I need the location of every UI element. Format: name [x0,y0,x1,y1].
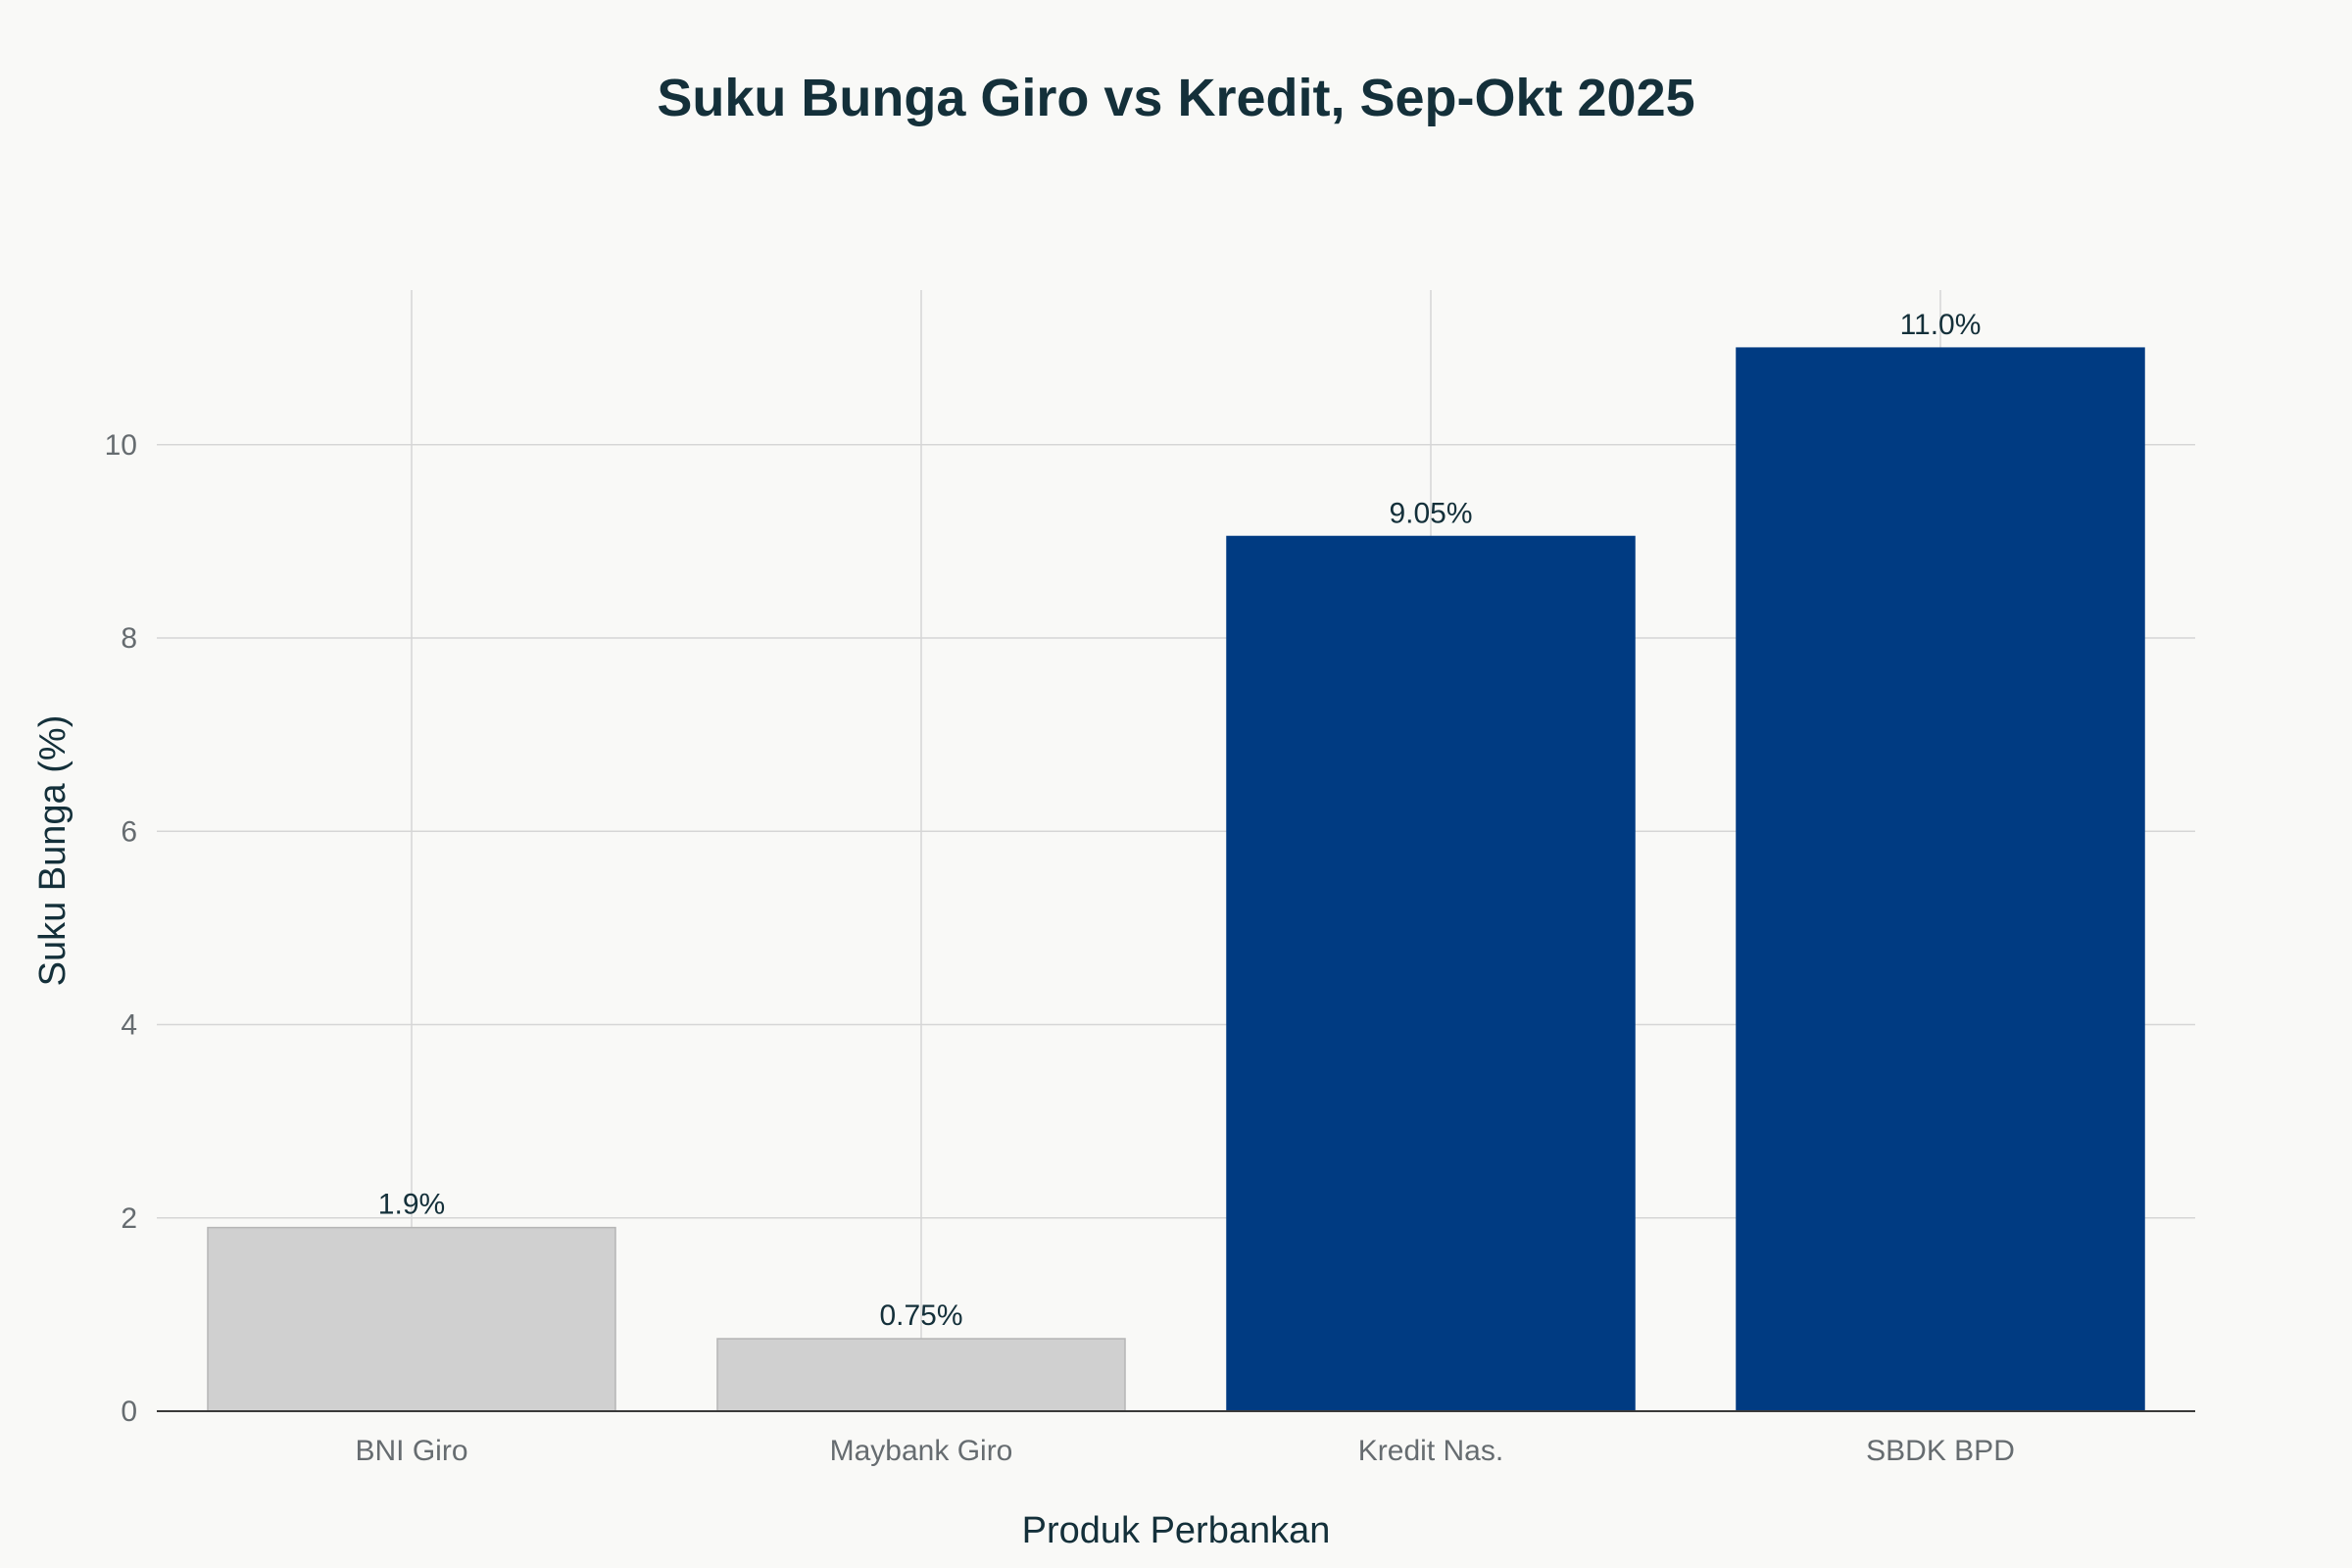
y-axis-title: Suku Bunga (%) [32,715,74,987]
bar [1226,535,1636,1412]
data-label: 9.05% [1389,497,1472,529]
y-tick-label: 8 [121,622,137,655]
y-tick-label: 0 [121,1396,137,1428]
bar [1736,347,2145,1412]
bar-layer [207,347,2145,1412]
bar [716,1338,1126,1412]
x-axis-title: Produk Perbankan [1022,1510,1331,1551]
x-tick-label: Kredit Nas. [1358,1435,1503,1467]
y-tick-label: 6 [121,815,137,848]
data-label: 11.0% [1900,309,1982,341]
y-tick-label: 4 [121,1009,137,1042]
y-tick-label: 10 [105,429,137,462]
x-tick-label: Maybank Giro [830,1435,1013,1467]
chart-title: Suku Bunga Giro vs Kredit, Sep-Okt 2025 [657,69,1694,127]
data-label: 0.75% [879,1299,962,1332]
x-tick-label: SBDK BPD [1866,1435,2015,1467]
bar [207,1226,616,1412]
y-tick-label: 2 [121,1202,137,1235]
label-layer: 0 2 4 6 8 10 1.9% BNI Giro 0.75% Maybank Giro 9.05… [105,309,2015,1467]
data-label: 1.9% [378,1189,445,1221]
x-tick-label: BNI Giro [355,1435,467,1467]
